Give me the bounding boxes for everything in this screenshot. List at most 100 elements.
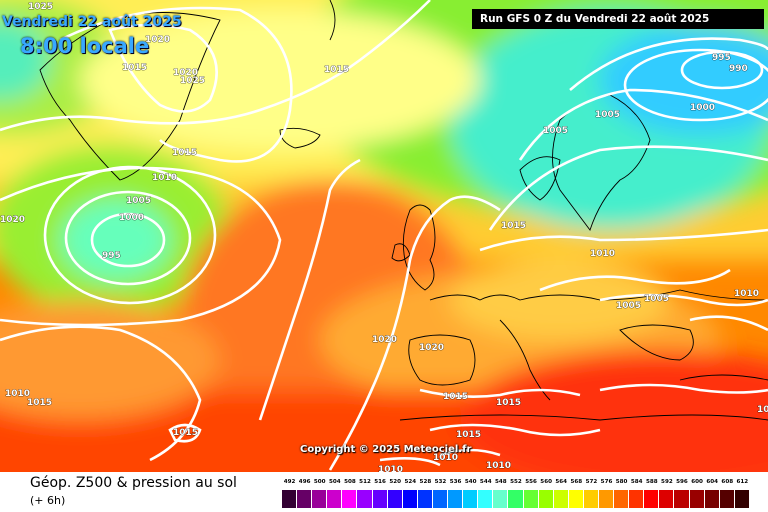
isobar-label: 1005 (595, 110, 620, 120)
isobar-label: 1020 (145, 35, 170, 45)
scale-swatch (448, 490, 464, 508)
scale-swatch (508, 490, 524, 508)
scale-swatch (417, 490, 433, 508)
scale-label: 508 (344, 479, 356, 485)
isobar-labels: 1025 1020 1015 1020 1025 1015 1015 1010 … (0, 2, 768, 472)
isobar-label: 1000 (119, 213, 144, 223)
scale-swatch (463, 490, 479, 508)
scale-label: 496 (298, 479, 311, 485)
scale-label: 512 (359, 479, 371, 485)
isobar-label: 1015 (27, 398, 52, 408)
isobar-label: 995 (102, 251, 121, 261)
isobar-label: 990 (729, 64, 748, 74)
scale-label: 604 (706, 479, 719, 485)
scale-swatch (734, 490, 750, 508)
scale-label: 516 (374, 479, 386, 485)
scale-label: 560 (540, 479, 552, 485)
isobar-label: 1005 (543, 126, 568, 136)
scale-swatch (493, 490, 509, 508)
isobar-label: 1010 (152, 173, 177, 183)
isobar-label: 1015 (122, 63, 147, 73)
scale-label: 540 (464, 479, 477, 485)
scale-swatch (719, 490, 735, 508)
scale-label: 528 (419, 479, 432, 485)
scale-label: 552 (510, 479, 522, 485)
isobar-label: 1010 (5, 389, 30, 399)
scale-label: 504 (328, 479, 341, 485)
scale-swatch (357, 490, 373, 508)
scale-label: 532 (434, 479, 447, 485)
scale-swatch (538, 490, 554, 508)
isobar-label: 1020 (173, 68, 198, 78)
isobar-label: 1010 (734, 289, 759, 299)
scale-swatch (342, 490, 358, 508)
isobar-label: 1020 (419, 343, 444, 353)
map-canvas: 1025 1020 1015 1020 1025 1015 1015 1010 … (0, 0, 768, 472)
scale-label: 556 (525, 479, 537, 485)
isobar-label: 995 (712, 53, 731, 63)
isobar-label: 1010 (378, 465, 403, 472)
colour-scale-bar (282, 490, 750, 508)
forecast-time: 8:00 locale (20, 34, 150, 58)
scale-swatch (598, 490, 615, 508)
isobars (0, 0, 768, 471)
geopotential-field (0, 0, 768, 472)
scale-label: 576 (600, 479, 613, 485)
model-run-banner: Run GFS 0 Z du Vendredi 22 août 2025 (472, 9, 764, 29)
colour-scale-labels: 492 496 500 504 508 512 516 520 524 528 532 536 540 5… (282, 479, 750, 489)
scale-label: 500 (313, 479, 326, 485)
scale-swatch (478, 490, 494, 508)
scale-swatch (372, 490, 388, 508)
isobar-label: 1010 (590, 249, 615, 259)
scale-label: 564 (555, 479, 568, 485)
isobar-label: 1015 (324, 65, 349, 75)
scale-label: 612 (736, 479, 749, 485)
isobar-label: 1015 (443, 392, 468, 402)
scale-label: 520 (389, 479, 402, 485)
isobar-label: 1020 (372, 335, 397, 345)
scale-label: 584 (630, 479, 643, 485)
scale-label: 600 (691, 479, 703, 485)
map-footer: Géop. Z500 & pression au sol (+ 6h) 492 4… (0, 472, 768, 512)
scale-label: 568 (570, 479, 583, 485)
scale-swatch (327, 490, 343, 508)
weather-map: 1025 1020 1015 1020 1025 1015 1015 1010 … (0, 0, 768, 472)
scale-label: 544 (479, 479, 492, 485)
forecast-date: Vendredi 22 août 2025 (2, 14, 182, 30)
scale-swatch (659, 490, 675, 508)
scale-swatch (644, 490, 660, 508)
isobar-label: 1015 (501, 221, 526, 231)
scale-swatch (568, 490, 584, 508)
scale-label: 580 (615, 479, 628, 485)
scale-swatch (614, 490, 630, 508)
isobar-label: 1015 (172, 148, 197, 158)
scale-swatch (432, 490, 449, 508)
isobar-label: 1000 (690, 103, 715, 113)
scale-label: 536 (449, 479, 462, 485)
scale-label: 492 (283, 479, 296, 485)
scale-swatch (297, 490, 313, 508)
scale-label: 588 (645, 479, 658, 485)
scale-label: 548 (495, 479, 507, 485)
isobar-label: 1005 (126, 196, 151, 206)
scale-label: 592 (661, 479, 673, 485)
copyright-notice: Copyright © 2025 Meteociel.fr (300, 444, 472, 455)
scale-swatch (387, 490, 403, 508)
isobar-label: 1025 (180, 76, 205, 86)
scale-swatch (689, 490, 705, 508)
scale-label: 524 (404, 479, 417, 485)
parameter-title: Géop. Z500 & pression au sol (30, 475, 237, 491)
isobar-label: 1020 (0, 215, 25, 225)
scale-swatch (583, 490, 599, 508)
isobar-label: 1010 (433, 453, 458, 463)
isobar-label: 1025 (28, 2, 53, 12)
isobar-label: 1015 (173, 428, 198, 438)
isobar-label: 1005 (616, 301, 641, 311)
scale-swatch (674, 490, 690, 508)
forecast-step: (+ 6h) (30, 494, 66, 507)
isobar-label: 1015 (496, 398, 521, 408)
scale-swatch (553, 490, 569, 508)
scale-swatch (523, 490, 539, 508)
isobar-label: 1010 (486, 461, 511, 471)
